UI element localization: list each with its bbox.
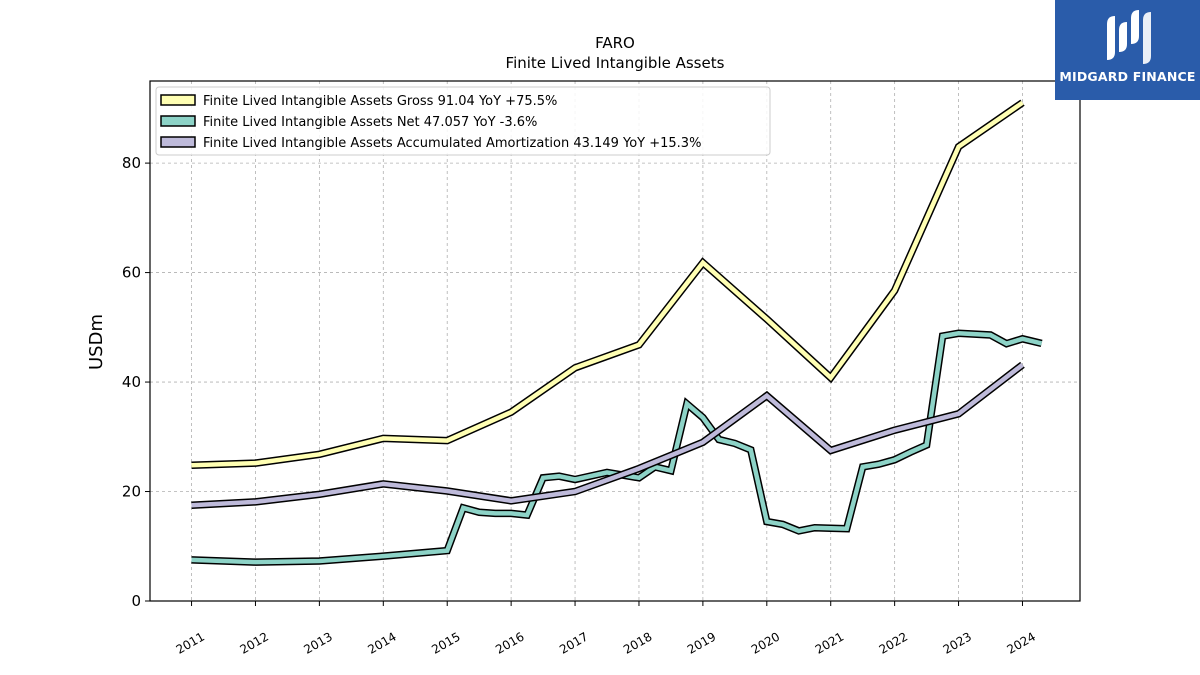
series-line <box>191 331 1043 565</box>
chart-subtitle: Finite Lived Intangible Assets <box>506 54 725 72</box>
legend: Finite Lived Intangible Assets Gross 91.… <box>155 86 771 156</box>
plot-frame <box>149 80 1081 602</box>
legend-item: Finite Lived Intangible Assets Accumulat… <box>160 136 701 151</box>
legend-label: Finite Lived Intangible Assets Accumulat… <box>203 136 701 151</box>
x-tick-label: 2018 <box>621 629 654 656</box>
series-line <box>191 100 1024 468</box>
series-line-outline <box>191 361 1025 509</box>
x-tick-label: 2019 <box>685 629 718 656</box>
x-axis: 2011 2012 2013 2014 2015 2016 2017 2018 2019 2020… <box>174 601 1038 657</box>
series-line <box>191 363 1024 508</box>
x-tick-label: 2022 <box>877 629 910 656</box>
series-1 <box>191 99 1025 470</box>
x-tick-label: 2024 <box>1005 629 1038 656</box>
series-3 <box>191 361 1025 509</box>
y-tick-label: 0 <box>131 592 141 610</box>
legend-label: Finite Lived Intangible Assets Gross 91.… <box>203 94 557 109</box>
series-group <box>191 99 1043 566</box>
legend-swatch <box>160 136 196 148</box>
y-tick-label: 20 <box>122 483 141 501</box>
legend-item: Finite Lived Intangible Assets Net 47.05… <box>160 115 537 130</box>
x-tick-label: 2015 <box>429 629 462 656</box>
legend-label: Finite Lived Intangible Assets Net 47.05… <box>203 115 537 130</box>
grid <box>150 81 1080 602</box>
x-tick-label: 2020 <box>749 629 782 656</box>
x-tick-label: 2012 <box>238 629 271 656</box>
x-tick-label: 2017 <box>557 629 590 656</box>
brand-name: MIDGARD FINANCE <box>1059 69 1196 84</box>
legend-swatch <box>160 94 196 106</box>
y-tick-label: 80 <box>122 154 141 172</box>
x-tick-label: 2023 <box>941 629 974 656</box>
x-tick-label: 2016 <box>493 629 526 656</box>
x-tick-label: 2013 <box>301 629 334 656</box>
y-axis-label: USDm <box>86 314 107 370</box>
y-tick-label: 60 <box>122 264 141 282</box>
midgard-logo-icon <box>1107 10 1151 64</box>
legend-box <box>155 86 771 156</box>
x-tick-label: 2011 <box>174 629 207 656</box>
legend-swatch <box>160 115 196 127</box>
chart-title: FARO <box>595 34 635 52</box>
x-tick-label: 2014 <box>365 629 398 656</box>
x-tick-label: 2021 <box>813 629 846 656</box>
series-2 <box>191 329 1043 566</box>
y-tick-label: 40 <box>122 373 141 391</box>
brand-logo: MIDGARD FINANCE <box>1055 0 1200 100</box>
y-axis: 0 20 40 60 80 <box>122 154 150 610</box>
legend-item: Finite Lived Intangible Assets Gross 91.… <box>160 94 557 109</box>
